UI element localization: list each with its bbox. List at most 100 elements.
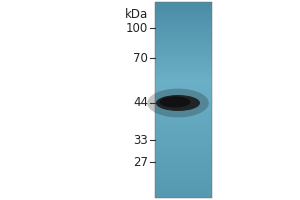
Bar: [155, 5, 212, 6]
Bar: [155, 143, 212, 144]
Bar: [155, 35, 212, 36]
Bar: [155, 130, 212, 131]
Bar: [155, 188, 212, 189]
Bar: [155, 167, 212, 168]
Bar: [155, 58, 212, 59]
Bar: [155, 43, 212, 44]
Bar: [155, 109, 212, 110]
Bar: [155, 71, 212, 73]
Bar: [155, 76, 212, 78]
Bar: [155, 186, 212, 188]
Bar: [155, 84, 212, 86]
Bar: [155, 168, 212, 169]
Bar: [155, 142, 212, 143]
Bar: [155, 118, 212, 120]
Bar: [155, 73, 212, 74]
Bar: [155, 36, 212, 37]
Bar: [155, 105, 212, 107]
Bar: [155, 177, 212, 178]
Bar: [155, 9, 212, 10]
Bar: [155, 82, 212, 83]
Bar: [155, 172, 212, 173]
Text: kDa: kDa: [125, 8, 148, 21]
Bar: [155, 114, 212, 116]
Bar: [155, 15, 212, 16]
Text: 33: 33: [133, 134, 148, 146]
Bar: [155, 22, 212, 23]
Bar: [155, 146, 212, 147]
Bar: [155, 40, 212, 41]
Bar: [155, 49, 212, 50]
Bar: [155, 189, 212, 190]
Bar: [155, 100, 212, 101]
Bar: [155, 97, 212, 99]
Bar: [155, 133, 212, 134]
Bar: [155, 161, 212, 163]
Bar: [155, 62, 212, 63]
Bar: [155, 79, 212, 80]
Bar: [155, 160, 212, 161]
Bar: [155, 95, 212, 96]
Bar: [155, 103, 212, 104]
Bar: [155, 61, 212, 62]
Text: 70: 70: [133, 51, 148, 64]
Bar: [155, 157, 212, 159]
Bar: [155, 147, 212, 148]
Bar: [155, 75, 212, 76]
Bar: [155, 44, 212, 45]
Bar: [155, 2, 212, 3]
Bar: [155, 112, 212, 113]
Bar: [155, 91, 212, 92]
Ellipse shape: [160, 96, 191, 108]
Bar: [155, 70, 212, 71]
Bar: [155, 59, 212, 61]
Bar: [155, 41, 212, 43]
Text: 27: 27: [133, 156, 148, 168]
Bar: [155, 139, 212, 141]
Bar: [155, 54, 212, 56]
Bar: [155, 104, 212, 105]
Bar: [155, 3, 212, 5]
Bar: [155, 23, 212, 24]
Bar: [155, 184, 212, 185]
Bar: [155, 120, 212, 121]
Bar: [155, 39, 212, 40]
Bar: [155, 14, 212, 15]
Bar: [155, 169, 212, 171]
Bar: [155, 26, 212, 27]
Bar: [155, 48, 212, 49]
Bar: [155, 127, 212, 129]
Text: 100: 100: [126, 21, 148, 34]
Bar: [155, 138, 212, 139]
Bar: [155, 78, 212, 79]
Bar: [155, 87, 212, 88]
Bar: [155, 80, 212, 82]
Bar: [155, 191, 212, 193]
Bar: [155, 83, 212, 84]
Bar: [155, 7, 212, 9]
Bar: [155, 125, 212, 126]
Bar: [155, 69, 212, 70]
Bar: [155, 56, 212, 57]
Bar: [155, 65, 212, 66]
Bar: [155, 141, 212, 142]
Bar: [155, 37, 212, 39]
Bar: [155, 31, 212, 32]
Bar: [155, 174, 212, 176]
Bar: [155, 156, 212, 157]
Bar: [155, 117, 212, 118]
Bar: [155, 67, 212, 69]
Bar: [155, 190, 212, 191]
Bar: [155, 129, 212, 130]
Bar: [155, 90, 212, 91]
Bar: [155, 124, 212, 125]
Bar: [155, 33, 212, 35]
Bar: [155, 16, 212, 18]
Bar: [155, 197, 212, 198]
Bar: [155, 180, 212, 181]
Bar: [155, 50, 212, 52]
Bar: [155, 24, 212, 26]
Bar: [155, 185, 212, 186]
Bar: [155, 96, 212, 97]
Bar: [155, 11, 212, 12]
